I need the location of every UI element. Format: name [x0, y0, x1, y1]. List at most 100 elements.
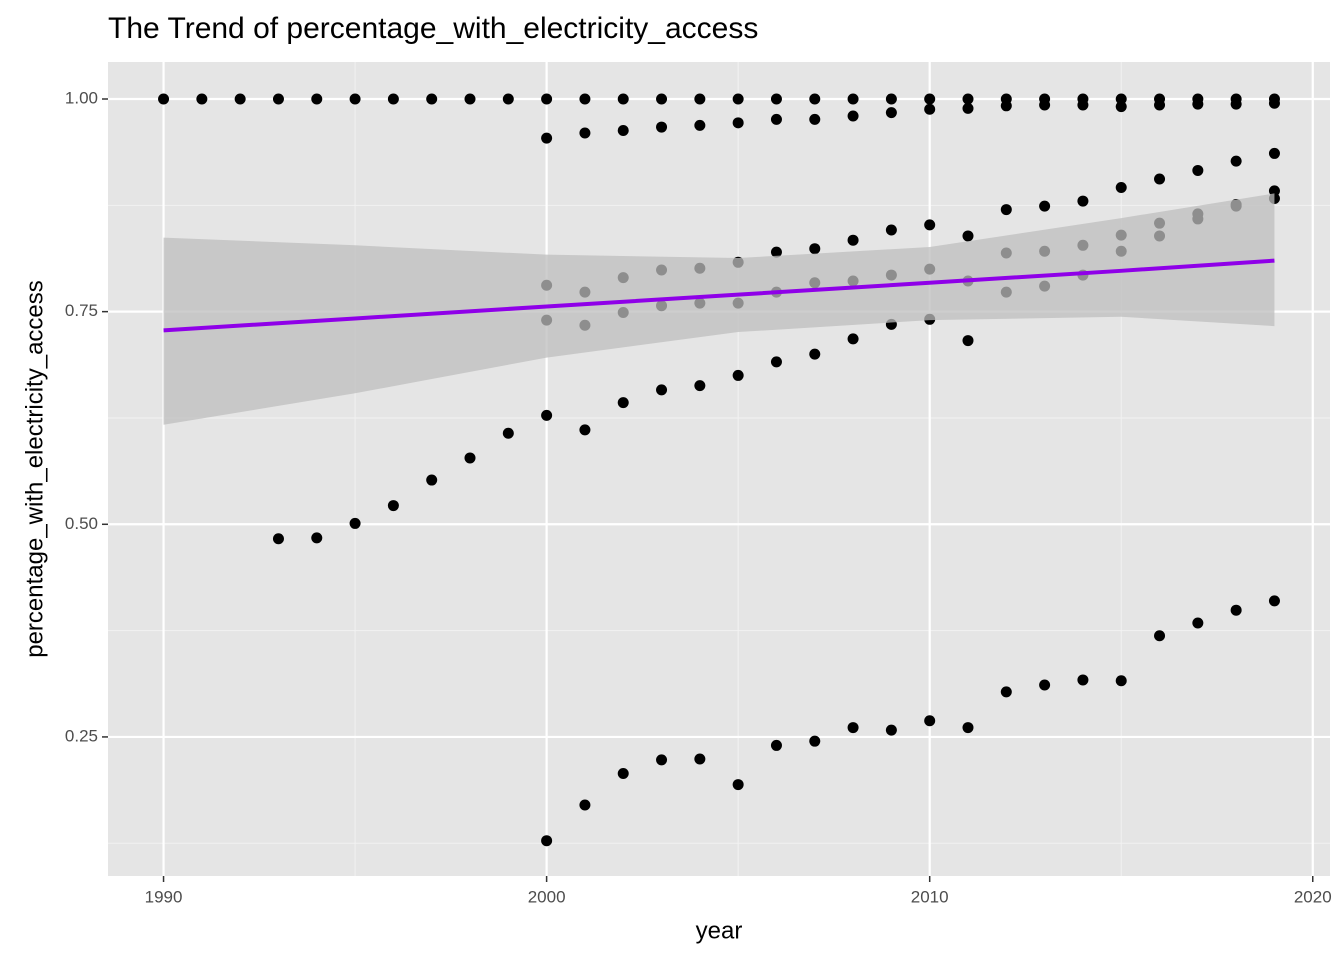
point: [1000, 100, 1012, 112]
point: [426, 474, 438, 486]
point: [464, 452, 476, 464]
x-tick-label: 2010: [911, 887, 949, 906]
x-tick-label: 2020: [1294, 887, 1332, 906]
point: [1000, 686, 1012, 698]
point: [1154, 173, 1166, 185]
point: [962, 335, 974, 347]
point: [809, 93, 821, 105]
point: [962, 93, 974, 105]
point: [617, 124, 629, 136]
point: [387, 93, 399, 105]
point: [809, 113, 821, 125]
point: [1039, 200, 1051, 212]
point: [234, 93, 246, 105]
point: [732, 369, 744, 381]
point: [311, 93, 323, 105]
point: [656, 754, 668, 766]
point: [1115, 93, 1127, 105]
point: [847, 722, 859, 734]
point: [1154, 99, 1166, 111]
point: [770, 739, 782, 751]
point: [1192, 164, 1204, 176]
point: [1077, 99, 1089, 111]
point: [1268, 97, 1280, 109]
point: [732, 779, 744, 791]
trend-line: [163, 258, 1275, 333]
point: [579, 424, 591, 436]
point: [1000, 204, 1012, 216]
point: [541, 93, 553, 105]
point: [1192, 617, 1204, 629]
point: [1268, 185, 1280, 197]
point: [962, 722, 974, 734]
point: [962, 102, 974, 114]
point: [541, 132, 553, 144]
point: [694, 93, 706, 105]
point: [579, 93, 591, 105]
point: [656, 384, 668, 396]
chart-title: The Trend of percentage_with_electricity…: [108, 12, 758, 45]
y-tick-label: 0.50: [65, 514, 98, 533]
point: [541, 835, 553, 847]
point: [1192, 98, 1204, 110]
point: [541, 409, 553, 421]
point: [579, 127, 591, 139]
point: [962, 230, 974, 242]
point: [579, 799, 591, 811]
point: [311, 532, 323, 544]
point: [847, 110, 859, 122]
point: [885, 224, 897, 236]
point: [1230, 98, 1242, 110]
point: [1115, 675, 1127, 687]
point: [426, 93, 438, 105]
point: [1039, 679, 1051, 691]
point: [617, 768, 629, 780]
point: [196, 93, 208, 105]
point: [924, 715, 936, 727]
point: [770, 93, 782, 105]
point: [732, 117, 744, 129]
point: [158, 93, 170, 105]
point: [885, 107, 897, 119]
point: [1230, 155, 1242, 167]
x-axis-label: year: [696, 917, 743, 944]
point: [770, 356, 782, 368]
point: [656, 121, 668, 133]
point: [809, 348, 821, 360]
point: [847, 333, 859, 345]
point: [732, 93, 744, 105]
y-tick-label: 0.25: [65, 726, 98, 745]
confidence-band: [163, 193, 1275, 425]
plot-panel: [108, 62, 1330, 876]
y-tick-label: 0.75: [65, 301, 98, 320]
point: [770, 113, 782, 125]
point: [349, 517, 361, 529]
point: [809, 735, 821, 747]
point: [924, 103, 936, 115]
point: [924, 219, 936, 231]
point: [617, 93, 629, 105]
point: [1268, 595, 1280, 607]
point: [770, 246, 782, 258]
point: [1039, 99, 1051, 111]
point: [1077, 195, 1089, 207]
point: [387, 500, 399, 512]
point: [272, 533, 284, 545]
point: [1268, 147, 1280, 159]
x-tick-label: 1990: [145, 887, 183, 906]
point: [617, 397, 629, 409]
point: [349, 93, 361, 105]
point: [502, 427, 514, 439]
point: [885, 93, 897, 105]
point: [694, 753, 706, 765]
point: [885, 724, 897, 736]
point: [464, 93, 476, 105]
point: [924, 93, 936, 105]
x-tick-label: 2000: [528, 887, 566, 906]
point: [809, 243, 821, 255]
point: [502, 93, 514, 105]
point: [1115, 181, 1127, 193]
point: [272, 93, 284, 105]
point: [694, 380, 706, 392]
